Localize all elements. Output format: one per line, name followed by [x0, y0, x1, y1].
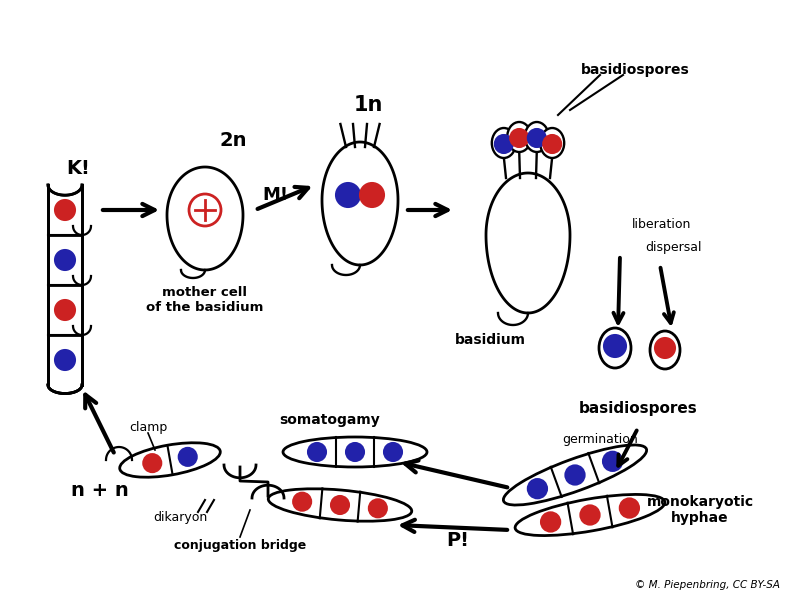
Text: liberation: liberation: [632, 218, 691, 232]
Ellipse shape: [120, 443, 220, 477]
Circle shape: [384, 443, 402, 461]
Ellipse shape: [507, 122, 531, 152]
Text: mother cell
of the basidium: mother cell of the basidium: [146, 286, 264, 314]
Ellipse shape: [268, 489, 412, 521]
Circle shape: [603, 452, 622, 471]
Ellipse shape: [283, 437, 427, 467]
Circle shape: [604, 335, 626, 357]
Ellipse shape: [599, 328, 631, 368]
Text: basidium: basidium: [454, 333, 526, 347]
FancyBboxPatch shape: [48, 185, 82, 385]
Text: n + n: n + n: [71, 481, 129, 499]
Text: basidiospores: basidiospores: [578, 401, 698, 415]
Text: 2n: 2n: [219, 130, 246, 149]
Text: monokaryotic
hyphae: monokaryotic hyphae: [646, 495, 754, 525]
Circle shape: [293, 493, 311, 511]
Ellipse shape: [650, 331, 680, 369]
Circle shape: [369, 499, 387, 517]
Circle shape: [143, 454, 162, 472]
Ellipse shape: [492, 128, 516, 158]
Circle shape: [178, 448, 197, 466]
Circle shape: [655, 338, 675, 358]
Text: P!: P!: [446, 530, 470, 550]
Ellipse shape: [515, 494, 665, 536]
Circle shape: [510, 129, 528, 147]
Circle shape: [55, 300, 75, 320]
Circle shape: [55, 200, 75, 220]
Text: M!: M!: [262, 186, 288, 204]
Polygon shape: [167, 167, 243, 270]
Ellipse shape: [525, 122, 549, 152]
Circle shape: [543, 135, 562, 153]
Text: germination: germination: [562, 433, 638, 446]
Text: © M. Piepenbring, CC BY-SA: © M. Piepenbring, CC BY-SA: [635, 580, 780, 590]
Text: somatogamy: somatogamy: [280, 413, 380, 427]
Text: clamp: clamp: [129, 421, 167, 434]
Text: conjugation bridge: conjugation bridge: [174, 539, 306, 551]
Text: 1n: 1n: [354, 95, 382, 115]
Circle shape: [528, 479, 547, 498]
Ellipse shape: [540, 128, 564, 158]
Circle shape: [541, 512, 560, 532]
Circle shape: [581, 505, 600, 524]
Circle shape: [331, 496, 349, 514]
Circle shape: [346, 443, 364, 461]
Text: dispersal: dispersal: [645, 241, 702, 254]
Polygon shape: [322, 142, 398, 265]
Circle shape: [528, 129, 546, 147]
Text: basidiospores: basidiospores: [581, 63, 690, 77]
Circle shape: [336, 183, 360, 207]
Circle shape: [55, 250, 75, 270]
Circle shape: [494, 135, 513, 153]
Circle shape: [566, 466, 585, 485]
Circle shape: [189, 194, 221, 226]
Circle shape: [308, 443, 326, 461]
Polygon shape: [486, 173, 570, 313]
Circle shape: [55, 350, 75, 370]
Ellipse shape: [503, 445, 646, 505]
Circle shape: [620, 499, 639, 518]
Circle shape: [360, 183, 384, 207]
Text: dikaryon: dikaryon: [153, 511, 207, 523]
Text: K!: K!: [66, 158, 90, 178]
